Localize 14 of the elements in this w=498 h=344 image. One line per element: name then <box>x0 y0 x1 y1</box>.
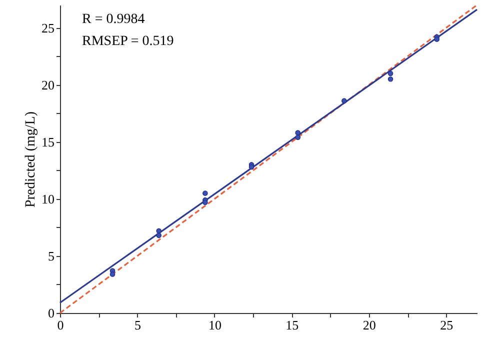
y-tick-label: 15 <box>42 134 54 150</box>
y-tick-label: 10 <box>42 191 54 206</box>
y-tick-label: 0 <box>48 306 54 320</box>
y-axis-title: Predicted (mg/L) <box>24 111 38 208</box>
x-tick-label: 10 <box>208 318 222 332</box>
x-tick-label: 20 <box>362 318 376 332</box>
x-tick-label: 25 <box>440 318 454 332</box>
annotation: RMSEP = 0.519 <box>82 34 174 49</box>
y-tick-label: 5 <box>48 248 54 264</box>
y-tick-label: 20 <box>42 77 54 92</box>
annotation: R = 0.9984 <box>82 12 145 27</box>
x-tick-label: 15 <box>286 318 299 332</box>
x-tick-label: 5 <box>134 318 141 332</box>
y-tick-label: 25 <box>42 20 54 36</box>
